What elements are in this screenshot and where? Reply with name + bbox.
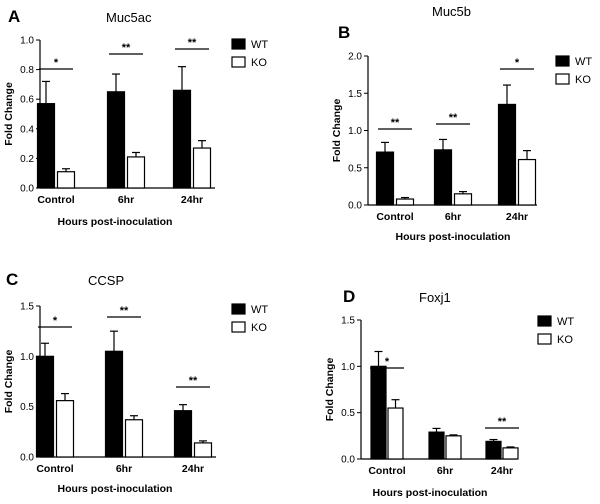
panel-c-category-label: 6hr bbox=[116, 463, 132, 475]
panel-a-bar-ko bbox=[126, 156, 146, 189]
panel-d-y-tick-label: 0.0 bbox=[341, 455, 355, 466]
panel-a-title: Muc5ac bbox=[106, 10, 152, 25]
panel-d-letter: D bbox=[343, 287, 355, 306]
panel-b-bar-ko bbox=[517, 158, 537, 206]
panel-b-y-axis-label: Fold Change bbox=[331, 99, 343, 163]
panel-c-bar-ko bbox=[55, 400, 75, 458]
panel-b-significance-label: ** bbox=[391, 117, 400, 129]
panel-d-bar-wt bbox=[485, 440, 502, 460]
panel-d-y-axis-label: Fold Change bbox=[324, 358, 336, 422]
panel-d-y-tick-label: 1.0 bbox=[341, 362, 355, 373]
panel-b-legend-label-ko: KO bbox=[575, 74, 591, 86]
panel-d-y-tick-label: 0.5 bbox=[341, 408, 355, 419]
panel-d-legend-swatch-ko bbox=[537, 333, 552, 345]
panel-a-legend-label-wt: WT bbox=[251, 39, 268, 51]
panel-c-bar-wt bbox=[104, 350, 124, 458]
panel-c-significance-label: ** bbox=[120, 305, 129, 317]
panel-d-bar-ko bbox=[387, 407, 404, 460]
panel-d-legend-label-wt: WT bbox=[557, 316, 574, 328]
panel-d-legend-label-ko: KO bbox=[557, 334, 573, 346]
panel-c-legend-swatch-wt bbox=[231, 303, 246, 315]
panel-b-x-axis-label: Hours post-inoculation bbox=[396, 231, 511, 243]
panel-d-title: Foxj1 bbox=[419, 290, 451, 305]
panel-a-category-label: Control bbox=[37, 194, 74, 206]
panel-a-bar-wt bbox=[172, 89, 192, 189]
panel-a-significance-label: ** bbox=[122, 42, 131, 54]
panel-c-bar-ko bbox=[193, 442, 213, 458]
panel-d-category-label: Control bbox=[368, 465, 405, 477]
panel-c-category-label: 24hr bbox=[182, 463, 204, 475]
panel-b-bar-ko bbox=[395, 198, 415, 206]
panel-b-legend-swatch-ko bbox=[555, 73, 570, 85]
panel-c-y-tick-label: 1.0 bbox=[20, 352, 34, 363]
panel-a-significance-label: * bbox=[54, 57, 59, 69]
panel-a-y-tick-label: 0.4 bbox=[20, 124, 34, 135]
panel-a-y-tick-label: 1.0 bbox=[20, 36, 34, 47]
panel-b-significance-label: ** bbox=[449, 112, 458, 124]
panel-a-y-tick-label: 0.6 bbox=[20, 95, 34, 106]
panel-c-title: CCSP bbox=[88, 273, 124, 288]
panel-b-y-tick-label: 1.5 bbox=[348, 89, 362, 100]
panel-b-letter: B bbox=[338, 23, 350, 42]
panel-d-y-tick-label: 1.5 bbox=[341, 316, 355, 327]
panel-d-category-label: 6hr bbox=[437, 465, 453, 477]
panel-b-title: Muc5b bbox=[432, 4, 471, 19]
panel-d-bar-ko bbox=[445, 435, 462, 460]
panel-b-y-tick-label: 1.0 bbox=[348, 126, 362, 137]
panel-b-y-tick-label: 0.0 bbox=[348, 201, 362, 212]
panel-d-bar-wt bbox=[370, 365, 387, 460]
panel-c-bar-wt bbox=[35, 355, 55, 458]
panel-b-bar-wt bbox=[433, 149, 453, 206]
panel-c-y-axis-label: Fold Change bbox=[3, 350, 15, 414]
panel-b-legend-label-wt: WT bbox=[575, 56, 592, 68]
panel-b-bar-wt bbox=[497, 103, 517, 206]
panel-b-category-label: Control bbox=[376, 211, 413, 223]
panel-d-category-label: 24hr bbox=[491, 465, 513, 477]
panel-c-x-axis-label: Hours post-inoculation bbox=[58, 483, 173, 495]
panel-c-legend-label-wt: WT bbox=[251, 304, 268, 316]
panel-c-y-tick-label: 0.0 bbox=[20, 453, 34, 464]
panel-a-category-label: 6hr bbox=[118, 194, 134, 206]
panel-a-bar-wt bbox=[106, 91, 126, 189]
panel-b-y-tick-label: 2.0 bbox=[348, 52, 362, 63]
panel-a-y-tick-label: 0.0 bbox=[20, 184, 34, 195]
panel-c-y-tick-label: 1.5 bbox=[20, 302, 34, 313]
panel-a-x-axis-label: Hours post-inoculation bbox=[58, 216, 173, 228]
panel-a-category-label: 24hr bbox=[181, 194, 203, 206]
panel-c-significance-label: ** bbox=[189, 375, 198, 387]
panel-d-bar-wt bbox=[428, 431, 445, 460]
panel-d-legend-swatch-wt bbox=[537, 315, 552, 327]
panel-a-legend-swatch-wt bbox=[231, 38, 246, 50]
panel-b-legend-swatch-wt bbox=[555, 55, 570, 67]
panel-a-legend-swatch-ko bbox=[231, 56, 246, 68]
panel-c-letter: C bbox=[6, 270, 18, 289]
panel-a-significance-label: ** bbox=[188, 37, 197, 49]
panel-b-bar-wt bbox=[375, 151, 395, 206]
panel-b-y-tick-label: 0.5 bbox=[348, 163, 362, 174]
panel-a-bar-ko bbox=[192, 147, 212, 189]
panel-b-bar-ko bbox=[453, 193, 473, 206]
panel-c-legend-label-ko: KO bbox=[251, 322, 267, 334]
panel-c-significance-label: * bbox=[53, 315, 58, 327]
panel-b-category-label: 24hr bbox=[506, 211, 528, 223]
panel-a-legend-label-ko: KO bbox=[251, 57, 267, 69]
panel-d-x-axis-label: Hours post-inoculation bbox=[373, 487, 488, 499]
panel-d-bar-ko bbox=[502, 447, 519, 460]
panel-d-significance-label: ** bbox=[498, 416, 507, 428]
panel-a-y-axis-label: Fold Change bbox=[3, 82, 15, 146]
panel-a-y-tick-label: 0.2 bbox=[20, 154, 34, 165]
panel-b-significance-label: * bbox=[515, 57, 520, 69]
panel-d-significance-label: * bbox=[385, 356, 390, 368]
panel-a-bar-ko bbox=[56, 171, 76, 189]
panel-c-bar-wt bbox=[173, 410, 193, 458]
panel-a-letter: A bbox=[8, 7, 20, 26]
panel-c-legend-swatch-ko bbox=[231, 321, 246, 333]
panel-c-category-label: Control bbox=[36, 463, 73, 475]
panel-a-bar-wt bbox=[36, 103, 56, 189]
panel-b-category-label: 6hr bbox=[445, 211, 461, 223]
panel-c-y-tick-label: 0.5 bbox=[20, 402, 34, 413]
panel-a-y-tick-label: 0.8 bbox=[20, 65, 34, 76]
panel-c-bar-ko bbox=[124, 419, 144, 458]
